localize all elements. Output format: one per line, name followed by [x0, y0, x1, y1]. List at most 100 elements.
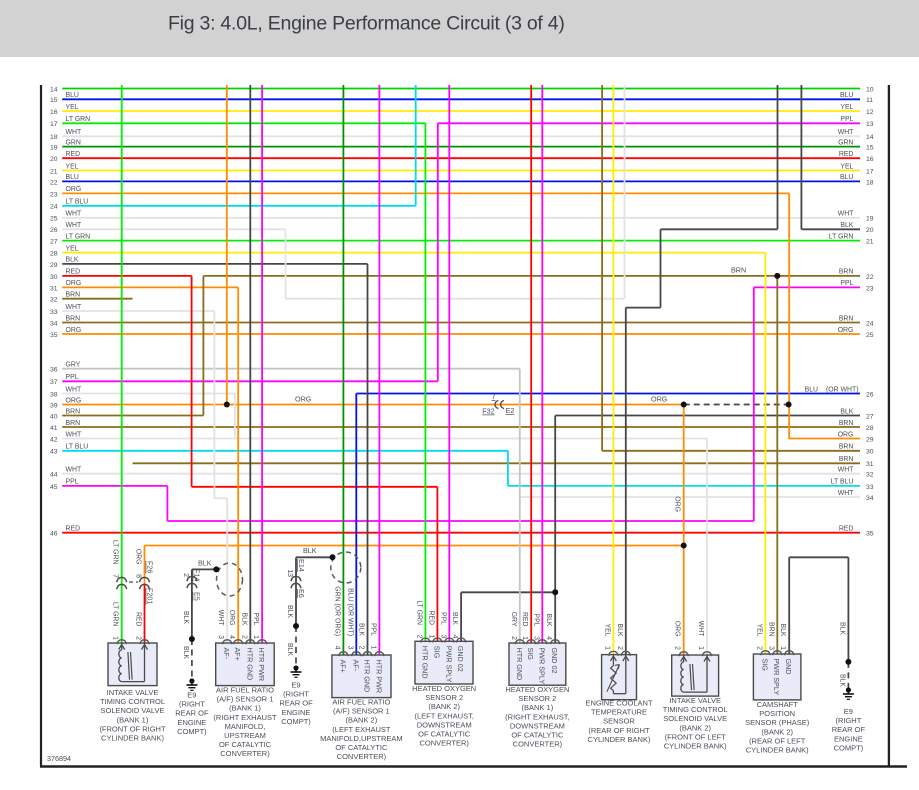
svg-text:CYLINDER BANK): CYLINDER BANK) — [664, 742, 727, 751]
svg-text:7: 7 — [112, 574, 119, 578]
svg-text:2: 2 — [755, 646, 762, 650]
svg-text:GRN: GRN — [838, 139, 853, 146]
svg-text:13: 13 — [286, 569, 293, 577]
svg-text:WHT: WHT — [217, 610, 224, 626]
svg-text:(BANK 2): (BANK 2) — [761, 727, 793, 736]
svg-text:SOLENOID VALVE: SOLENOID VALVE — [101, 706, 165, 715]
svg-text:BRN: BRN — [66, 420, 81, 427]
svg-text:(BANK 1): (BANK 1) — [117, 715, 149, 724]
svg-text:LT BLU: LT BLU — [66, 444, 89, 451]
svg-text:17: 17 — [866, 168, 874, 175]
svg-text:(LEFT EXHAUST: (LEFT EXHAUST — [332, 725, 391, 734]
svg-text:26: 26 — [50, 227, 58, 234]
svg-text:E9: E9 — [291, 681, 300, 690]
svg-text:SIG: SIG — [526, 648, 535, 661]
svg-text:16: 16 — [50, 109, 58, 116]
svg-text:25: 25 — [866, 332, 874, 339]
svg-text:(REAR OF RIGHT: (REAR OF RIGHT — [588, 726, 650, 735]
svg-text:45: 45 — [50, 484, 58, 491]
svg-text:BLK: BLK — [358, 623, 365, 636]
svg-text:REAR OF: REAR OF — [832, 725, 866, 734]
svg-text:PPL: PPL — [66, 479, 79, 486]
svg-text:3: 3 — [532, 636, 539, 640]
svg-text:WHT: WHT — [66, 129, 82, 136]
svg-text:RED: RED — [839, 151, 854, 158]
svg-text:WHT: WHT — [66, 431, 82, 438]
svg-text:LT BLU: LT BLU — [66, 199, 89, 206]
svg-text:28: 28 — [866, 425, 874, 432]
svg-text:ORG: ORG — [295, 395, 312, 404]
svg-text:YEL: YEL — [840, 163, 853, 170]
svg-text:SIG: SIG — [432, 646, 441, 659]
svg-text:3: 3 — [346, 646, 353, 650]
svg-text:E14: E14 — [297, 559, 306, 572]
svg-text:LT GRN: LT GRN — [829, 233, 854, 240]
svg-text:1: 1 — [112, 636, 119, 640]
svg-text:F26: F26 — [145, 561, 154, 573]
svg-text:ORG: ORG — [674, 496, 681, 512]
svg-text:E5: E5 — [192, 592, 201, 601]
svg-text:GRN: GRN — [66, 139, 81, 146]
svg-text:CONVERTER): CONVERTER) — [220, 749, 270, 758]
svg-text:2: 2 — [616, 646, 623, 650]
svg-text:31: 31 — [50, 285, 58, 292]
svg-text:22: 22 — [866, 274, 874, 281]
svg-text:1: 1 — [603, 646, 610, 650]
svg-text:10: 10 — [866, 86, 874, 93]
svg-text:4: 4 — [451, 635, 458, 639]
svg-text:8: 8 — [135, 574, 142, 578]
svg-text:3: 3 — [767, 646, 774, 650]
svg-text:ORG: ORG — [66, 280, 82, 287]
svg-text:WHT: WHT — [838, 211, 854, 218]
svg-text:HTR GND: HTR GND — [420, 646, 429, 679]
svg-text:RED: RED — [427, 610, 434, 625]
svg-text:1: 1 — [369, 646, 376, 650]
svg-text:2: 2 — [358, 646, 365, 650]
svg-text:BLK: BLK — [838, 622, 845, 635]
svg-text:PPL: PPL — [252, 612, 259, 625]
svg-text:GND 02: GND 02 — [456, 646, 465, 672]
svg-text:TIMING CONTROL: TIMING CONTROL — [100, 697, 165, 706]
svg-text:ORG: ORG — [66, 397, 82, 404]
svg-text:REAR OF: REAR OF — [175, 709, 209, 718]
svg-text:PPL: PPL — [369, 623, 376, 636]
svg-text:CYLINDER BANK): CYLINDER BANK) — [746, 746, 809, 755]
svg-text:LT GRN: LT GRN — [66, 233, 91, 240]
svg-text:34: 34 — [866, 495, 874, 502]
svg-text:(BANK 2): (BANK 2) — [346, 716, 378, 725]
svg-text:PPL: PPL — [840, 280, 853, 287]
svg-text:18: 18 — [866, 179, 874, 186]
svg-text:27: 27 — [866, 413, 874, 420]
svg-text:COMPT): COMPT) — [834, 743, 864, 752]
svg-text:3: 3 — [439, 635, 446, 639]
svg-text:(BANK 1): (BANK 1) — [522, 703, 554, 712]
svg-text:32: 32 — [50, 297, 58, 304]
svg-text:36: 36 — [50, 367, 58, 374]
svg-text:COMPT): COMPT) — [177, 727, 207, 736]
svg-text:OF CATALYTIC: OF CATALYTIC — [219, 740, 272, 749]
svg-text:YEL: YEL — [66, 104, 79, 111]
svg-text:22: 22 — [50, 179, 58, 186]
svg-text:(RIGHT: (RIGHT — [283, 690, 309, 699]
svg-text:(RIGHT EXHAUST,: (RIGHT EXHAUST, — [505, 712, 569, 721]
svg-text:WHT: WHT — [66, 304, 82, 311]
svg-text:OF CATALYTIC: OF CATALYTIC — [335, 743, 388, 752]
svg-text:ORG: ORG — [228, 610, 235, 626]
svg-text:(FRONT OF RIGHT: (FRONT OF RIGHT — [99, 724, 166, 733]
svg-text:BRN: BRN — [839, 315, 854, 322]
svg-text:SIG: SIG — [760, 659, 769, 672]
svg-text:LT GRN: LT GRN — [66, 116, 91, 123]
svg-text:31: 31 — [866, 461, 874, 468]
svg-text:ORG: ORG — [838, 431, 854, 438]
svg-text:(FRONT OF LEFT: (FRONT OF LEFT — [665, 732, 727, 741]
svg-text:BLK: BLK — [451, 612, 458, 625]
svg-text:2: 2 — [135, 636, 142, 640]
svg-text:24: 24 — [50, 204, 58, 211]
svg-text:YEL: YEL — [755, 623, 762, 636]
svg-text:17: 17 — [50, 121, 58, 128]
svg-text:GRY: GRY — [66, 362, 81, 369]
svg-text:YEL: YEL — [840, 104, 853, 111]
svg-text:POSITION: POSITION — [759, 709, 795, 718]
svg-text:19: 19 — [866, 216, 874, 223]
svg-text:HTR GND: HTR GND — [515, 648, 524, 681]
